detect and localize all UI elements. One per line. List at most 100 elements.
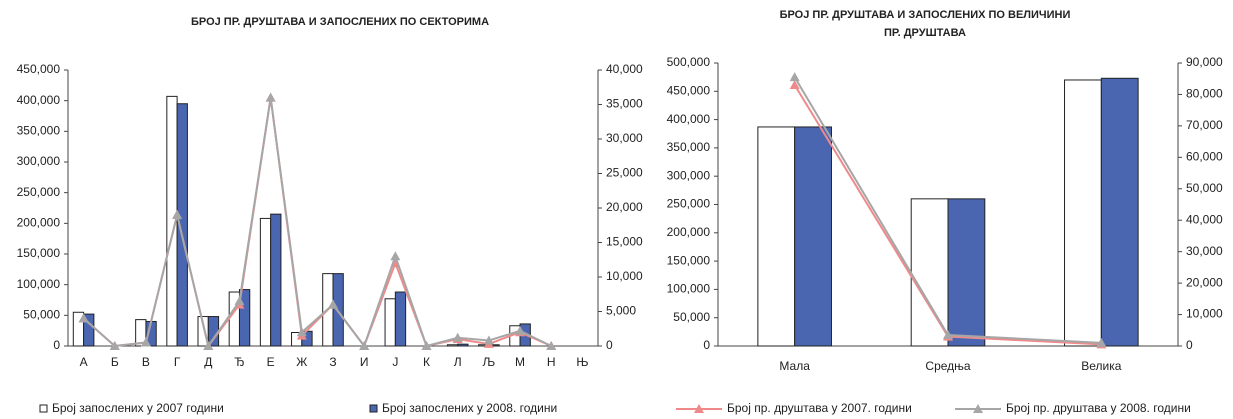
y2-tick-label: 30,000 bbox=[1186, 244, 1223, 258]
y-tick-label: 300,000 bbox=[667, 168, 711, 182]
bar bbox=[270, 213, 282, 347]
y-tick-label: 0 bbox=[53, 338, 60, 352]
bar bbox=[947, 198, 986, 347]
line-marker bbox=[452, 332, 463, 342]
line-marker bbox=[172, 209, 183, 219]
bar bbox=[1064, 79, 1102, 347]
x-tick-label: И bbox=[360, 355, 369, 369]
bar bbox=[384, 298, 396, 347]
x-tick-label: А bbox=[80, 355, 88, 369]
y2-tick-label: 0 bbox=[1186, 338, 1193, 352]
y-tick-label: 400,000 bbox=[17, 93, 61, 107]
x-tick-label: К bbox=[423, 355, 430, 369]
bar bbox=[757, 126, 796, 347]
line-marker bbox=[515, 325, 526, 335]
y2-tick-label: 30,000 bbox=[606, 131, 643, 145]
y2-tick-label: 35,000 bbox=[606, 97, 643, 111]
y-tick-label: 200,000 bbox=[667, 225, 711, 239]
y2-tick-label: 60,000 bbox=[1186, 150, 1223, 164]
chart-title: БРОЈ ПР. ДРУШТАВА И ЗАПОСЛЕНИХ ПО СЕКТОР… bbox=[191, 16, 489, 28]
y-tick-label: 400,000 bbox=[667, 112, 711, 126]
y-tick-label: 250,000 bbox=[17, 185, 61, 199]
y-tick-label: 50,000 bbox=[23, 308, 60, 322]
legend-swatch bbox=[369, 404, 378, 413]
y-tick-label: 250,000 bbox=[667, 197, 711, 211]
x-tick-label: Ј bbox=[392, 355, 398, 369]
y2-tick-label: 40,000 bbox=[1186, 212, 1223, 226]
legend-marker bbox=[973, 404, 983, 413]
x-tick-label: Ж bbox=[296, 355, 307, 369]
y2-tick-label: 90,000 bbox=[1186, 55, 1223, 69]
bar bbox=[457, 343, 469, 347]
bar bbox=[83, 313, 95, 347]
chart-title: БРОЈ ПР. ДРУШТАВА И ЗАПОСЛЕНИХ ПО ВЕЛИЧИ… bbox=[780, 9, 1071, 21]
y2-tick-label: 50,000 bbox=[1186, 181, 1223, 195]
line-marker bbox=[296, 327, 307, 337]
line-marker bbox=[789, 72, 800, 82]
x-tick-label: Велика bbox=[1081, 359, 1121, 373]
line-marker bbox=[328, 299, 338, 309]
x-tick-label: Л bbox=[454, 355, 462, 369]
x-tick-label: Б bbox=[111, 355, 119, 369]
y2-tick-label: 20,000 bbox=[1186, 275, 1223, 289]
y2-tick-label: 70,000 bbox=[1186, 118, 1223, 132]
y-tick-label: 350,000 bbox=[667, 140, 711, 154]
y-tick-label: 500,000 bbox=[667, 55, 711, 69]
x-tick-label: Мала bbox=[779, 359, 810, 373]
y-tick-label: 450,000 bbox=[17, 62, 61, 76]
line-marker bbox=[943, 329, 953, 339]
x-tick-label: Њ bbox=[576, 355, 588, 369]
y-tick-label: 350,000 bbox=[17, 124, 61, 138]
legend-label: Број запослених у 2008. години bbox=[382, 401, 557, 415]
x-tick-label: Средња bbox=[925, 359, 971, 373]
bar bbox=[238, 289, 251, 347]
x-tick-label: В bbox=[142, 355, 150, 369]
line-marker bbox=[109, 341, 120, 350]
bar bbox=[394, 291, 407, 347]
x-tick-label: Љ bbox=[483, 355, 496, 369]
y-tick-label: 50,000 bbox=[673, 310, 710, 324]
y-tick-label: 0 bbox=[703, 338, 710, 352]
x-tick-label: Е bbox=[267, 355, 275, 369]
line-marker bbox=[140, 337, 151, 347]
x-tick-label: Ђ bbox=[234, 355, 244, 369]
line-marker bbox=[390, 251, 401, 261]
y2-tick-label: 40,000 bbox=[606, 62, 643, 76]
line-marker bbox=[265, 92, 276, 102]
bar bbox=[176, 103, 188, 347]
legend-label: Број пр. друштава у 2007. години bbox=[727, 401, 912, 415]
bar bbox=[1100, 77, 1139, 347]
y2-tick-label: 10,000 bbox=[1186, 307, 1223, 321]
x-tick-label: Д bbox=[204, 355, 212, 369]
legend-label: Број запослених у 2007 години bbox=[52, 401, 224, 415]
line-marker bbox=[421, 341, 432, 350]
y2-tick-label: 15,000 bbox=[606, 235, 643, 249]
line-marker bbox=[234, 296, 245, 306]
x-tick-label: Г bbox=[174, 355, 181, 369]
y-tick-label: 300,000 bbox=[17, 154, 61, 168]
y-tick-label: 150,000 bbox=[17, 246, 61, 260]
chart-title: ПР. ДРУШТАВА bbox=[884, 27, 966, 39]
y2-tick-label: 80,000 bbox=[1186, 87, 1223, 101]
y-tick-label: 150,000 bbox=[667, 253, 711, 267]
legend-label: Број пр. друштава у 2008. години bbox=[1006, 401, 1191, 415]
bar bbox=[910, 198, 949, 347]
y-tick-label: 100,000 bbox=[17, 277, 61, 291]
y-tick-label: 200,000 bbox=[17, 216, 61, 230]
y2-tick-label: 25,000 bbox=[606, 166, 643, 180]
x-tick-label: Н bbox=[547, 355, 556, 369]
line-marker bbox=[483, 335, 494, 345]
y2-tick-label: 20,000 bbox=[606, 200, 643, 214]
y-tick-label: 100,000 bbox=[667, 282, 711, 296]
line-marker bbox=[1096, 337, 1107, 347]
y2-tick-label: 0 bbox=[606, 338, 613, 352]
bar bbox=[794, 126, 832, 347]
line-marker bbox=[359, 341, 370, 350]
bar bbox=[259, 217, 272, 347]
bar bbox=[207, 316, 220, 347]
x-tick-label: З bbox=[329, 355, 336, 369]
legend-marker bbox=[694, 404, 704, 413]
y-tick-label: 450,000 bbox=[667, 83, 711, 97]
line-marker bbox=[546, 341, 557, 350]
